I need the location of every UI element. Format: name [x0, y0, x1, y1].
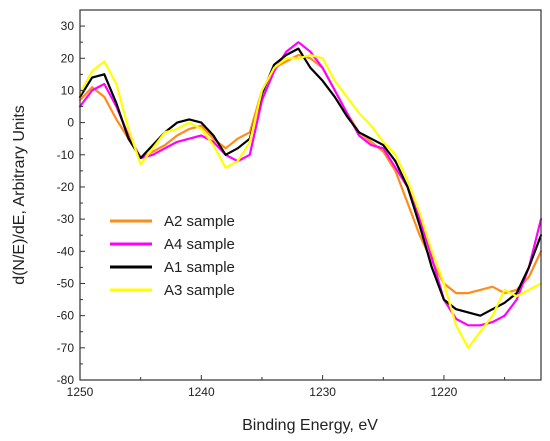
- y-tick-label: -10: [57, 148, 75, 162]
- y-tick-label: 20: [61, 51, 75, 65]
- y-tick-label: -30: [57, 212, 75, 226]
- legend-label: A3 sample: [164, 282, 235, 299]
- y-tick-label: -40: [57, 244, 75, 258]
- x-tick-label: 1230: [309, 385, 336, 399]
- y-tick-label: -60: [57, 309, 75, 323]
- y-tick-label: 10: [61, 83, 75, 97]
- legend-label: A2 sample: [164, 213, 235, 230]
- y-tick-label: -20: [57, 180, 75, 194]
- y-tick-label: -50: [57, 276, 75, 290]
- x-tick-label: 1220: [431, 385, 458, 399]
- y-tick-label: 0: [67, 116, 74, 130]
- legend-label: A4 sample: [164, 236, 235, 253]
- x-tick-label: 1250: [67, 385, 94, 399]
- y-tick-label: -70: [57, 341, 75, 355]
- x-tick-label: 1240: [188, 385, 215, 399]
- y-axis-title: d(N/E)/dE, Arbitrary Units: [11, 105, 28, 285]
- y-tick-label: -80: [57, 373, 75, 387]
- x-axis-title: Binding Energy, eV: [242, 417, 378, 434]
- y-axis-ticks: -80 -70 -60 -50 -40 -30 -20 -10 0 10 20 30: [57, 19, 85, 387]
- legend-label: A1 sample: [164, 259, 235, 276]
- y-tick-label: 30: [61, 19, 75, 33]
